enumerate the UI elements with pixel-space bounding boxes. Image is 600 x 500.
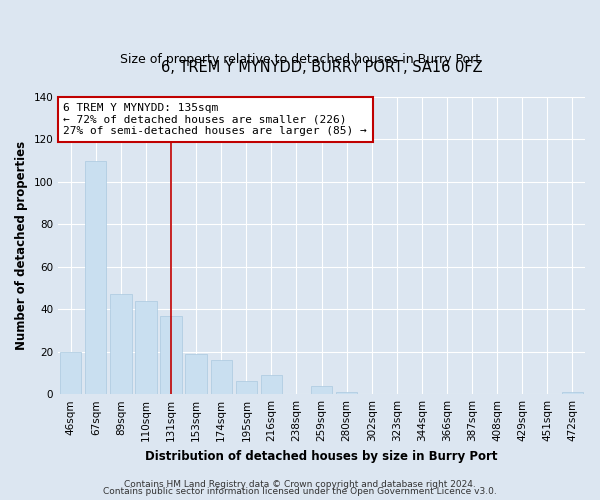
Bar (160, 316, 182, 394)
Y-axis label: Number of detached properties: Number of detached properties (15, 141, 28, 350)
Bar (185, 354, 207, 394)
Bar (60, 352, 82, 394)
Title: 6, TREM Y MYNYDD, BURRY PORT, SA16 0FZ: 6, TREM Y MYNYDD, BURRY PORT, SA16 0FZ (161, 60, 482, 75)
Bar (211, 360, 232, 394)
X-axis label: Distribution of detached houses by size in Burry Port: Distribution of detached houses by size … (145, 450, 498, 462)
Bar (85, 160, 106, 394)
Text: Size of property relative to detached houses in Burry Port: Size of property relative to detached ho… (120, 52, 480, 66)
Bar (261, 375, 282, 394)
Bar (136, 301, 157, 394)
Text: 6 TREM Y MYNYDD: 135sqm
← 72% of detached houses are smaller (226)
27% of semi-d: 6 TREM Y MYNYDD: 135sqm ← 72% of detache… (64, 103, 367, 136)
Text: Contains public sector information licensed under the Open Government Licence v3: Contains public sector information licen… (103, 487, 497, 496)
Text: Contains HM Land Registry data © Crown copyright and database right 2024.: Contains HM Land Registry data © Crown c… (124, 480, 476, 489)
Bar (236, 382, 257, 394)
Bar (311, 386, 332, 394)
Bar (562, 392, 583, 394)
Bar (336, 392, 358, 394)
Bar (110, 294, 131, 394)
